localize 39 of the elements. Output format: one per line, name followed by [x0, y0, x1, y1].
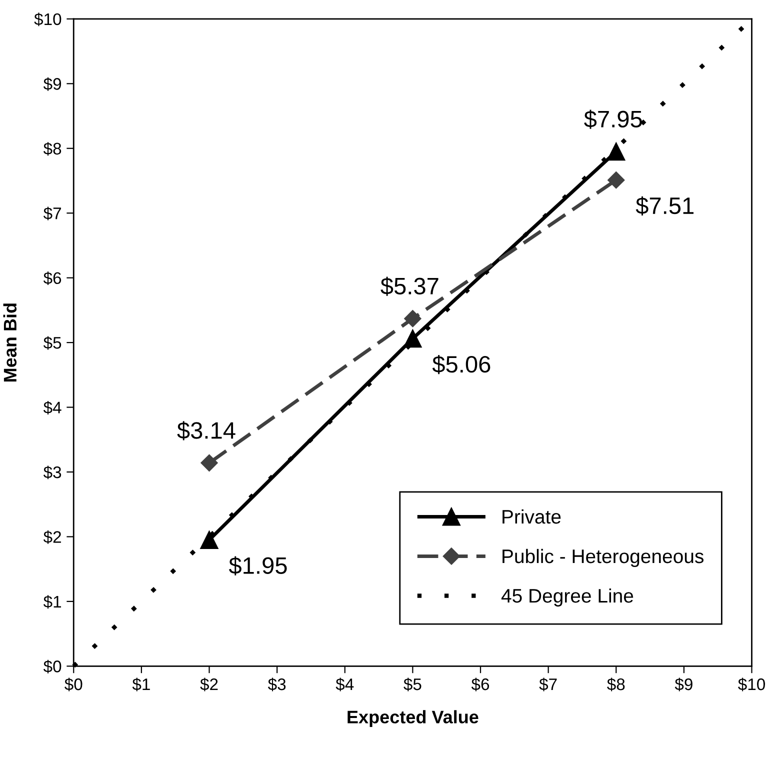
data-label: $1.95	[228, 556, 287, 576]
y-tick-label: $5	[43, 336, 62, 350]
data-label: $7.95	[584, 110, 642, 129]
y-tick-label: $1	[43, 595, 62, 609]
data-label: $3.14	[177, 421, 236, 440]
x-axis-title: Expected Value	[348, 710, 478, 727]
y-tick-label: $4	[43, 400, 62, 414]
data-label: $7.51	[636, 196, 694, 216]
y-tick-label: $9	[43, 77, 62, 91]
point	[404, 330, 422, 348]
y-axis-title: Mean Bid	[3, 304, 17, 382]
x-tick-label: $3	[268, 678, 286, 692]
point	[200, 530, 218, 549]
y-tick-label: $10	[34, 12, 62, 26]
y-tick-label: $3	[43, 466, 62, 480]
legend-label: Private	[502, 509, 561, 524]
legend-label: 45 Degree Line	[501, 588, 634, 607]
y-tick-label: $8	[43, 142, 62, 156]
x-tick-label: $8	[607, 678, 625, 692]
point	[608, 172, 625, 189]
point	[607, 142, 626, 161]
x-tick-label: $6	[471, 678, 490, 692]
y-tick-label: $2	[43, 530, 61, 544]
data-label: $5.06	[432, 354, 490, 374]
x-tick-label: $4	[336, 678, 354, 692]
x-tick-label: $2	[200, 678, 218, 692]
y-tick-label: $7	[43, 206, 61, 220]
point	[404, 310, 422, 328]
x-tick-label: $7	[539, 678, 557, 692]
y-tick-label: $0	[43, 660, 62, 674]
legend-label: Public - Heterogeneous	[502, 548, 704, 568]
x-tick-label: $0	[64, 678, 82, 692]
x-tick-label: $10	[738, 678, 766, 692]
x-tick-label: $9	[674, 678, 692, 692]
data-label: $5.37	[380, 276, 438, 296]
y-tick-label: $6	[43, 272, 62, 286]
x-tick-label: $1	[132, 678, 150, 692]
x-tick-label: $5	[404, 678, 422, 692]
point	[200, 454, 218, 472]
